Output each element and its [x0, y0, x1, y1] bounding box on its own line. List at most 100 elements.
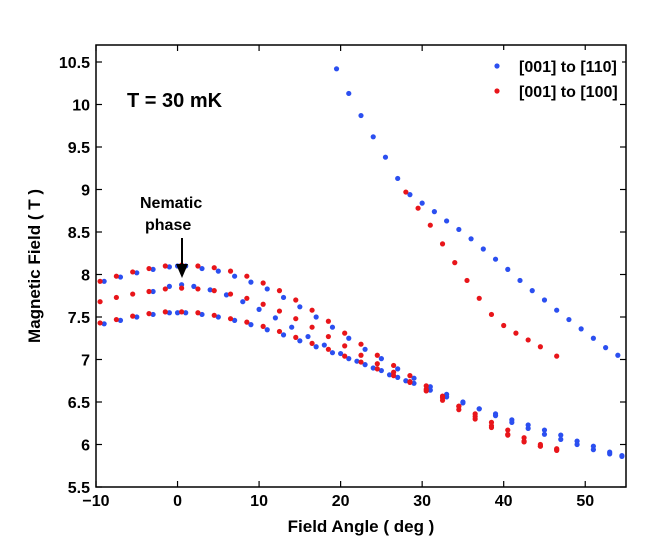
data-point	[166, 264, 172, 270]
data-point	[264, 327, 270, 333]
data-point	[407, 373, 413, 379]
y-tick-label: 8	[81, 268, 90, 285]
data-point	[289, 324, 295, 330]
data-point	[358, 352, 364, 358]
data-point	[427, 222, 433, 228]
data-point	[501, 322, 507, 329]
data-point	[309, 324, 315, 330]
data-point	[541, 431, 548, 437]
x-tick-labels: −10 0 10 20 30 40 50	[82, 493, 594, 510]
data-point	[211, 288, 217, 294]
data-point	[305, 333, 311, 340]
data-point	[195, 286, 201, 292]
data-point	[370, 134, 376, 140]
data-point	[607, 451, 613, 457]
data-point	[338, 350, 344, 357]
data-point	[97, 299, 103, 305]
data-point	[260, 323, 266, 329]
data-point	[179, 285, 185, 291]
data-point	[134, 314, 140, 320]
data-point	[174, 310, 181, 316]
data-point	[97, 320, 103, 326]
y-tick-label: 7	[81, 353, 90, 370]
data-point	[464, 277, 470, 284]
data-point	[272, 315, 278, 321]
data-point	[293, 316, 299, 322]
data-point	[130, 269, 136, 275]
data-point	[566, 316, 572, 323]
x-tick-label: 40	[495, 493, 513, 510]
data-point	[378, 367, 384, 374]
data-point	[248, 322, 254, 328]
data-point	[293, 297, 299, 303]
data-point	[554, 353, 560, 359]
nematic-arrow-icon	[176, 238, 188, 278]
data-point	[537, 443, 543, 449]
data-point	[525, 337, 531, 343]
data-point	[297, 304, 303, 310]
data-point	[415, 205, 421, 211]
data-point	[407, 192, 413, 198]
data-point	[346, 356, 352, 362]
data-point	[333, 66, 340, 72]
data-point	[276, 328, 283, 335]
data-point	[574, 441, 580, 448]
data-point	[423, 388, 429, 394]
data-point	[460, 399, 466, 405]
data-point	[227, 291, 234, 297]
data-point	[195, 310, 201, 316]
data-point	[211, 312, 217, 318]
data-point	[374, 352, 380, 358]
data-point	[195, 263, 201, 269]
data-point	[509, 419, 515, 425]
data-point	[162, 286, 168, 292]
data-point	[101, 321, 107, 327]
data-point	[321, 342, 327, 348]
x-tick-label: 30	[413, 493, 431, 510]
data-point	[276, 288, 283, 294]
data-point	[423, 383, 429, 389]
data-point	[590, 335, 596, 341]
data-point	[456, 226, 462, 233]
data-points	[97, 66, 625, 459]
nematic-annotation-line1: Nematic	[140, 195, 202, 212]
y-tick-label: 10	[72, 98, 90, 115]
data-point	[113, 273, 119, 279]
data-point	[488, 311, 495, 318]
y-tick-label: 8.5	[68, 225, 90, 242]
legend: [001] to [110] [001] to [100]	[480, 50, 622, 102]
data-point	[232, 273, 238, 279]
data-point	[342, 343, 348, 349]
y-tick-label: 6	[81, 438, 90, 455]
data-point	[244, 319, 250, 325]
data-point	[395, 366, 401, 372]
data-point	[146, 265, 152, 272]
data-point	[480, 246, 486, 252]
data-point	[492, 256, 499, 262]
data-point	[117, 317, 124, 323]
data-point	[444, 391, 450, 397]
data-point	[166, 310, 172, 316]
data-point	[541, 427, 548, 433]
data-point	[603, 345, 609, 351]
y-axis-label: Magnetic Field ( T )	[25, 189, 44, 343]
data-point	[150, 266, 156, 272]
data-point	[97, 278, 103, 284]
data-point	[468, 236, 474, 242]
data-point	[211, 265, 217, 271]
y-tick-label: 7.5	[68, 310, 90, 327]
series-0	[101, 66, 625, 459]
data-point	[117, 274, 124, 280]
data-point	[407, 379, 413, 385]
data-point	[199, 265, 205, 272]
data-point	[240, 299, 246, 305]
data-point	[256, 306, 262, 312]
data-point	[207, 287, 213, 293]
data-point	[342, 330, 348, 336]
data-point	[488, 423, 495, 429]
data-point	[505, 427, 511, 433]
data-point	[329, 350, 336, 356]
data-point	[529, 288, 535, 294]
data-point	[179, 309, 185, 315]
data-point	[280, 332, 287, 338]
